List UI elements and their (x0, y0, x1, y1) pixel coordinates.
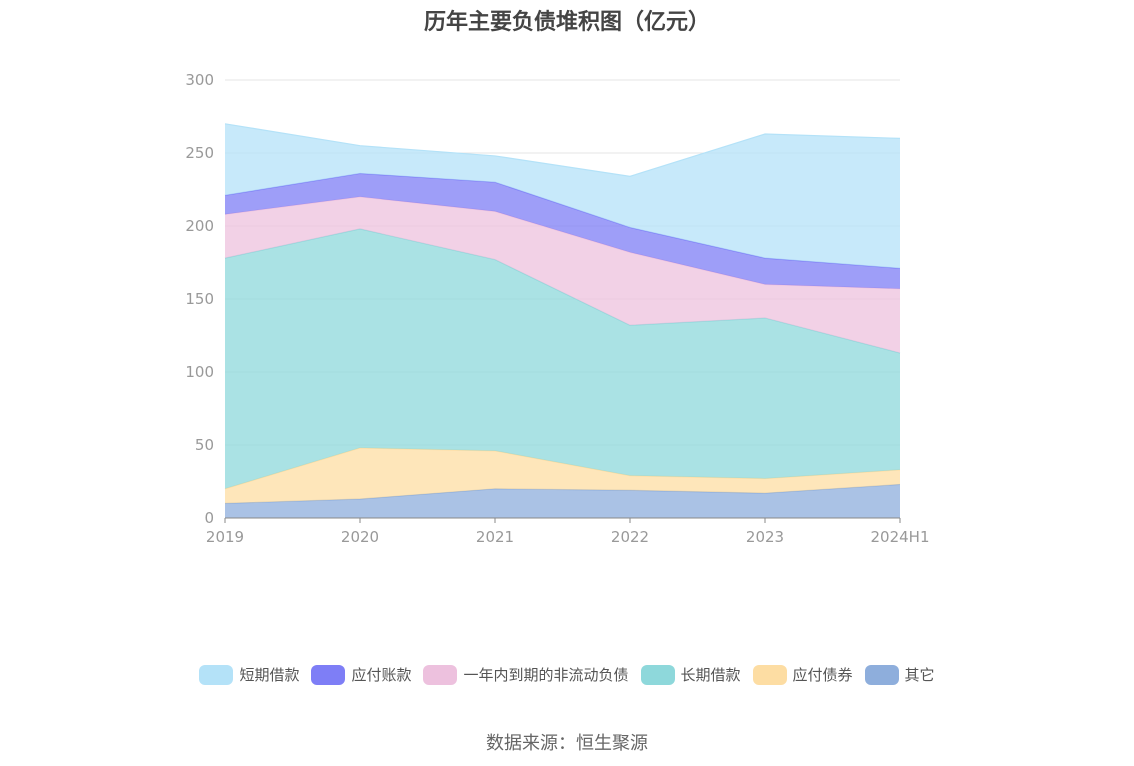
legend-label: 短期借款 (239, 666, 300, 684)
y-tick-label: 0 (204, 509, 214, 527)
legend-swatch (752, 664, 787, 685)
legend-swatch (311, 664, 346, 685)
y-tick-label: 50 (195, 436, 214, 454)
x-tick-label: 2024H1 (871, 528, 930, 546)
axes: 0 50 100 150 200 250 300 2019 2020 2021 2022 2023 20… (185, 71, 929, 546)
legend: 短期借款 应付账款 一年内到期的非流动负债 长期借款 应付债券 其它 (0, 664, 1134, 685)
legend-item[interactable]: 应付债券 (752, 664, 853, 685)
chart-title: 历年主要负债堆积图（亿元） (423, 10, 710, 35)
area-series-1 (225, 447, 900, 504)
legend-item[interactable]: 一年内到期的非流动负债 (423, 664, 629, 685)
legend-item[interactable]: 其它 (864, 664, 935, 685)
legend-label: 长期借款 (680, 666, 741, 684)
x-tick-label: 2022 (611, 528, 649, 546)
y-tick-label: 100 (185, 363, 214, 381)
legend-swatch (640, 664, 675, 685)
legend-label: 其它 (904, 666, 935, 684)
legend-swatch (864, 664, 899, 685)
y-tick-label: 250 (185, 144, 214, 162)
area-series-2 (225, 228, 900, 489)
y-tick-label: 150 (185, 290, 214, 308)
x-tick-label: 2020 (341, 528, 379, 546)
legend-label: 应付债券 (792, 666, 853, 684)
x-tick-label: 2023 (746, 528, 784, 546)
source-note: 数据来源：恒生聚源 (486, 733, 648, 754)
area-line-5 (224, 123, 901, 177)
legend-label: 一年内到期的非流动负债 (463, 666, 629, 684)
legend-item[interactable]: 应付账款 (311, 664, 411, 685)
y-tick-label: 300 (185, 71, 214, 89)
area-series-5 (225, 123, 900, 269)
x-tick-label: 2021 (476, 528, 514, 546)
area-series-3 (225, 196, 900, 354)
legend-label: 应付账款 (351, 666, 412, 684)
legend-item[interactable]: 长期借款 (640, 664, 741, 685)
area-series-4 (225, 173, 900, 289)
y-tick-label: 200 (185, 217, 214, 235)
legend-swatch (423, 664, 458, 685)
legend-item[interactable]: 短期借款 (199, 664, 299, 685)
x-tick-label: 2019 (206, 528, 244, 546)
area-series-group (224, 123, 901, 518)
legend-swatch (199, 664, 234, 685)
